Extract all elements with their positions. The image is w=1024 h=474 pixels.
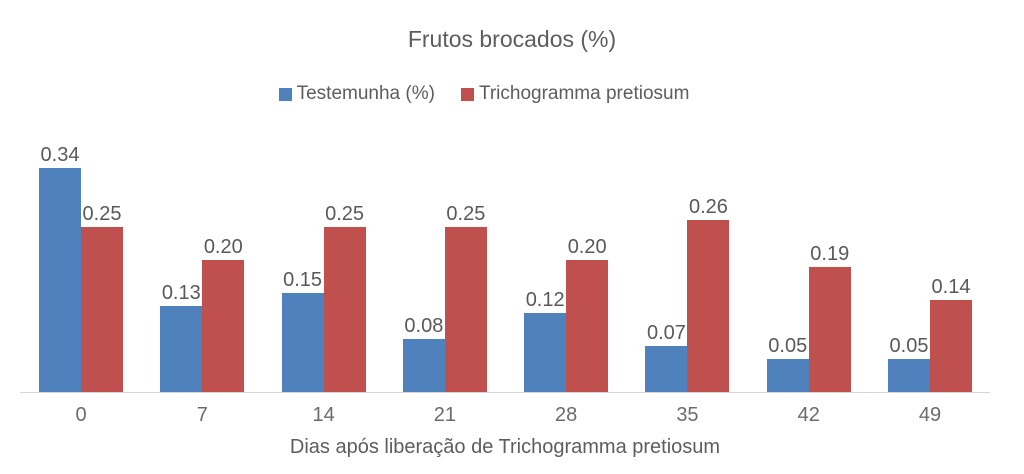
bar-value-label-testemunha: 0.13 bbox=[161, 282, 201, 304]
x-tick-label: 42 bbox=[797, 404, 820, 426]
x-tick-label: 28 bbox=[555, 404, 578, 426]
bar-value-label-trichogramma: 0.19 bbox=[810, 243, 850, 265]
bar-testemunha bbox=[524, 313, 567, 392]
legend-swatch-testemunha bbox=[278, 87, 292, 101]
bar-value-label-testemunha: 0.34 bbox=[40, 144, 80, 166]
x-tick-label: 7 bbox=[196, 404, 208, 426]
x-tick-label: 49 bbox=[918, 404, 942, 426]
bar-testemunha bbox=[39, 168, 81, 392]
bar-testemunha bbox=[402, 339, 445, 392]
x-tick-label: 14 bbox=[312, 404, 335, 426]
bar-value-label-testemunha: 0.08 bbox=[404, 315, 444, 337]
legend-swatch-trichogramma bbox=[460, 87, 474, 101]
bar-value-label-testemunha: 0.15 bbox=[283, 269, 323, 291]
bar-value-label-testemunha: 0.05 bbox=[768, 335, 808, 357]
bar-trichogramma bbox=[323, 227, 366, 392]
bar-testemunha bbox=[645, 346, 688, 392]
bar-trichogramma bbox=[930, 300, 973, 392]
bar-testemunha bbox=[766, 359, 809, 392]
chart-legend: Testemunha (%) Trichogramma pretiosum bbox=[0, 83, 996, 105]
x-axis-title: Dias após liberação de Trichogramma pret… bbox=[289, 436, 721, 458]
bar-testemunha bbox=[160, 306, 203, 392]
legend-item-testemunha: Testemunha (%) bbox=[278, 83, 435, 105]
x-tick-label: 0 bbox=[75, 404, 87, 426]
bar-value-label-trichogramma: 0.14 bbox=[931, 276, 971, 298]
legend-label-testemunha: Testemunha (%) bbox=[296, 83, 435, 104]
bar-value-label-trichogramma: 0.26 bbox=[688, 196, 728, 218]
x-axis-ticks: 0 7 14 21 28 35 42 49 bbox=[20, 404, 990, 428]
bar-trichogramma bbox=[202, 260, 245, 392]
bar-testemunha bbox=[888, 359, 931, 392]
plot-area: 0.34 0.25 0.13 0.20 0.15 0.25 0.08 0.25 0.12 0.20… bbox=[20, 126, 990, 393]
bar-value-label-trichogramma: 0.20 bbox=[203, 236, 243, 258]
bar-testemunha bbox=[281, 293, 324, 392]
bar-value-label-testemunha: 0.12 bbox=[525, 289, 565, 311]
bar-value-label-trichogramma: 0.25 bbox=[82, 203, 122, 225]
bar-value-label-testemunha: 0.05 bbox=[889, 335, 929, 357]
bar-value-label-trichogramma: 0.20 bbox=[567, 236, 607, 258]
bar-value-label-trichogramma: 0.25 bbox=[446, 203, 486, 225]
bar-trichogramma bbox=[444, 227, 487, 392]
chart-title: Frutos brocados (%) bbox=[407, 26, 617, 52]
legend-label-trichogramma: Trichogramma pretiosum bbox=[478, 83, 690, 104]
bar-trichogramma bbox=[808, 267, 851, 392]
x-tick-label: 35 bbox=[676, 404, 699, 426]
bar-value-label-trichogramma: 0.25 bbox=[325, 203, 365, 225]
bar-value-label-testemunha: 0.07 bbox=[646, 322, 686, 344]
bar-trichogramma bbox=[81, 227, 123, 392]
x-tick-label: 21 bbox=[433, 404, 456, 426]
legend-item-trichogramma: Trichogramma pretiosum bbox=[460, 83, 690, 105]
bar-trichogramma bbox=[687, 220, 730, 392]
bar-trichogramma bbox=[566, 260, 609, 392]
